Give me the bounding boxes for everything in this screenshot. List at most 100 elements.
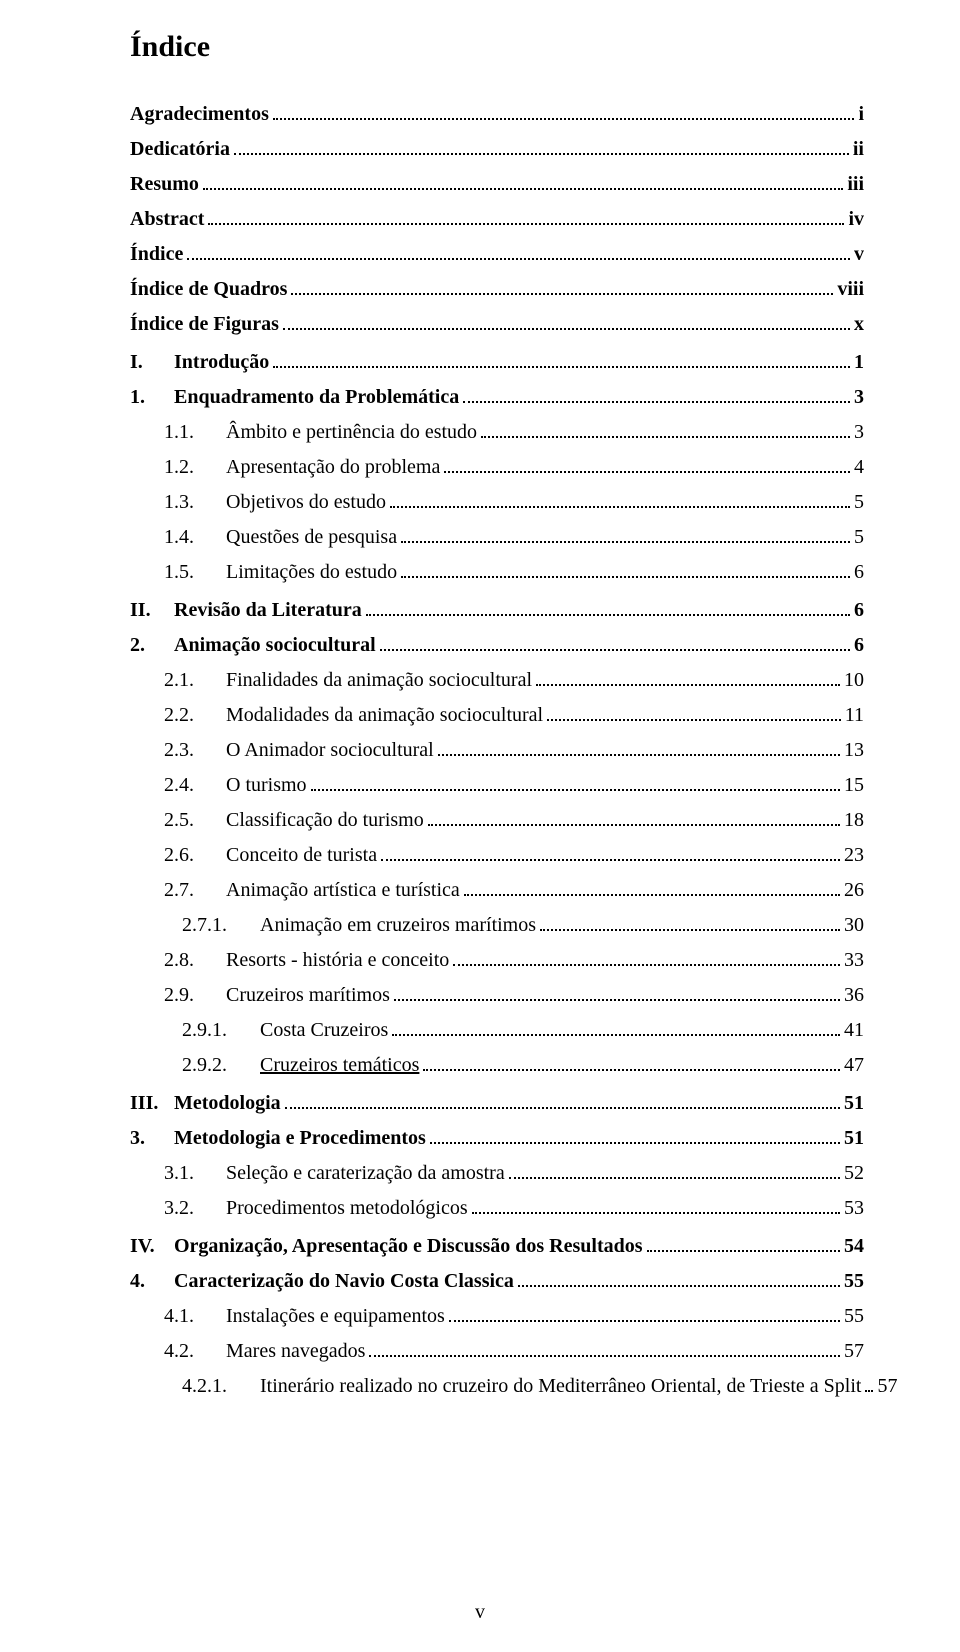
toc-entry-page: 18 — [844, 810, 864, 830]
toc-dot-leader — [392, 1034, 840, 1036]
toc-entry-text: Revisão da Literatura — [174, 599, 362, 621]
toc-entry-label: 3.Metodologia e Procedimentos — [130, 1128, 426, 1148]
toc-entry: 1.1.Âmbito e pertinência do estudo3 — [130, 422, 864, 442]
toc-entry-number: 4. — [130, 1271, 174, 1291]
toc-entry-number: 1.5. — [164, 562, 226, 582]
toc-entry-label: 2.7.1.Animação em cruzeiros marítimos — [182, 915, 536, 935]
toc-entry-page: 30 — [844, 915, 864, 935]
toc-entry-label: 2.4.O turismo — [164, 775, 307, 795]
toc-entry-label: 2.5.Classificação do turismo — [164, 810, 424, 830]
toc-dot-leader — [647, 1250, 840, 1252]
toc-entry: 3.2.Procedimentos metodológicos53 — [130, 1198, 864, 1218]
toc-dot-leader — [536, 684, 840, 686]
toc-dot-leader — [472, 1212, 840, 1214]
document-page: Índice Agradecimentos i Dedicatória ii Resum… — [0, 0, 960, 1652]
toc-entry-text: Costa Cruzeiros — [260, 1019, 388, 1041]
toc-entry-label: Resumo — [130, 174, 199, 194]
toc-dot-leader — [380, 649, 850, 651]
toc-entry-label: 1.2.Apresentação do problema — [164, 457, 440, 477]
toc-entry-text: Resorts - história e conceito — [226, 949, 449, 971]
toc-entry-text: Dedicatória — [130, 138, 230, 160]
toc-entry-label: III.Metodologia — [130, 1093, 281, 1113]
toc-entry-page: 11 — [845, 705, 864, 725]
toc-dot-leader — [423, 1069, 840, 1071]
toc-entry-text: O Animador sociocultural — [226, 739, 434, 761]
toc-entry: I.Introdução1 — [130, 352, 864, 372]
toc-entry: 2.7.Animação artística e turística26 — [130, 880, 864, 900]
toc-entry-text: Instalações e equipamentos — [226, 1305, 445, 1327]
toc-entry-text: Organização, Apresentação e Discussão do… — [174, 1235, 643, 1257]
toc-entry-link[interactable]: Cruzeiros temáticos — [260, 1054, 419, 1076]
toc-entry-text: Mares navegados — [226, 1340, 365, 1362]
toc-dot-leader — [481, 436, 850, 438]
toc-entry-page: 55 — [844, 1306, 864, 1326]
toc-entry: Abstractiv — [130, 209, 864, 229]
toc-entry-label: Índice — [130, 244, 183, 264]
toc-entry-text: Finalidades da animação sociocultural — [226, 669, 532, 691]
toc-entry-label: 1.4.Questões de pesquisa — [164, 527, 397, 547]
toc-entry-number: 2.1. — [164, 670, 226, 690]
toc-entry-text: Âmbito e pertinência do estudo — [226, 421, 477, 443]
toc-dot-leader — [381, 859, 840, 861]
toc-entry-page: 13 — [844, 740, 864, 760]
toc-entry: 4.2.Mares navegados57 — [130, 1341, 864, 1361]
toc-dot-leader — [540, 929, 840, 931]
toc-entry-label: 1.Enquadramento da Problemática — [130, 387, 459, 407]
toc-entry-page: 55 — [844, 1271, 864, 1291]
toc-dot-leader — [283, 328, 850, 330]
toc-entry-page: 3 — [854, 422, 864, 442]
toc-dot-leader — [865, 1390, 873, 1392]
toc-entry-label: 2.9.2.Cruzeiros temáticos — [182, 1055, 419, 1075]
toc-entry-label: Agradecimentos — [130, 104, 269, 124]
toc-dot-leader — [453, 964, 840, 966]
toc-entry: Índicev — [130, 244, 864, 264]
toc-entry-label: 2.2.Modalidades da animação sociocultura… — [164, 705, 543, 725]
toc-entry-text: Modalidades da animação sociocultural — [226, 704, 543, 726]
toc-dot-leader — [291, 293, 833, 295]
page-number: v — [0, 1601, 960, 1624]
toc-entry-page: 26 — [844, 880, 864, 900]
toc-dot-leader — [509, 1177, 840, 1179]
toc-entry-page: 3 — [854, 387, 864, 407]
toc-entry-label: 1.5.Limitações do estudo — [164, 562, 397, 582]
toc-entry-number: 2.8. — [164, 950, 226, 970]
toc-entry-text: Animação em cruzeiros marítimos — [260, 914, 536, 936]
toc-entry: 1.4.Questões de pesquisa5 — [130, 527, 864, 547]
toc-entry-page: 1 — [854, 352, 864, 372]
toc-entry-number: 2.9. — [164, 985, 226, 1005]
toc-dot-leader — [366, 614, 850, 616]
toc-entry: 2.9.Cruzeiros marítimos36 — [130, 985, 864, 1005]
toc-entry-number: 1.2. — [164, 457, 226, 477]
toc-entry-label: II.Revisão da Literatura — [130, 600, 362, 620]
toc-entry: 3.1.Seleção e caraterização da amostra52 — [130, 1163, 864, 1183]
toc-dot-leader — [208, 223, 844, 225]
toc-entry-number: III. — [130, 1093, 174, 1113]
toc-entry-page: iv — [848, 209, 864, 229]
toc-entry-label: IV.Organização, Apresentação e Discussão… — [130, 1236, 643, 1256]
toc-entry-page: 6 — [854, 600, 864, 620]
toc-entry: 2.6.Conceito de turista23 — [130, 845, 864, 865]
toc-entry-page: i — [858, 104, 864, 124]
toc-entry-label: 2.8.Resorts - história e conceito — [164, 950, 449, 970]
toc-entry-text: Resumo — [130, 173, 199, 195]
toc-dot-leader — [311, 789, 840, 791]
toc-entry-page: ii — [853, 139, 864, 159]
toc-entry-number: 2.2. — [164, 705, 226, 725]
toc-entry-text: Animação sociocultural — [174, 634, 376, 656]
toc-entry-text: Índice — [130, 243, 183, 265]
toc-entry-number: 2.5. — [164, 810, 226, 830]
toc-entry: 2.9.1.Costa Cruzeiros41 — [130, 1020, 864, 1040]
toc-entry-text: Cruzeiros marítimos — [226, 984, 390, 1006]
toc-entry-text: Objetivos do estudo — [226, 491, 386, 513]
toc-entry-number: 1.4. — [164, 527, 226, 547]
toc-entry-number: 2.3. — [164, 740, 226, 760]
toc-dot-leader — [401, 576, 850, 578]
toc-entry-text: Metodologia — [174, 1092, 281, 1114]
toc-entry-page: 6 — [854, 635, 864, 655]
toc-entry: Índice de Quadrosviii — [130, 279, 864, 299]
toc-dot-leader — [369, 1355, 840, 1357]
toc-entry-number: 3.1. — [164, 1163, 226, 1183]
toc-entry-label: 2.3.O Animador sociocultural — [164, 740, 434, 760]
toc-entry: 2.3.O Animador sociocultural 13 — [130, 740, 864, 760]
page-title: Índice — [130, 30, 864, 64]
